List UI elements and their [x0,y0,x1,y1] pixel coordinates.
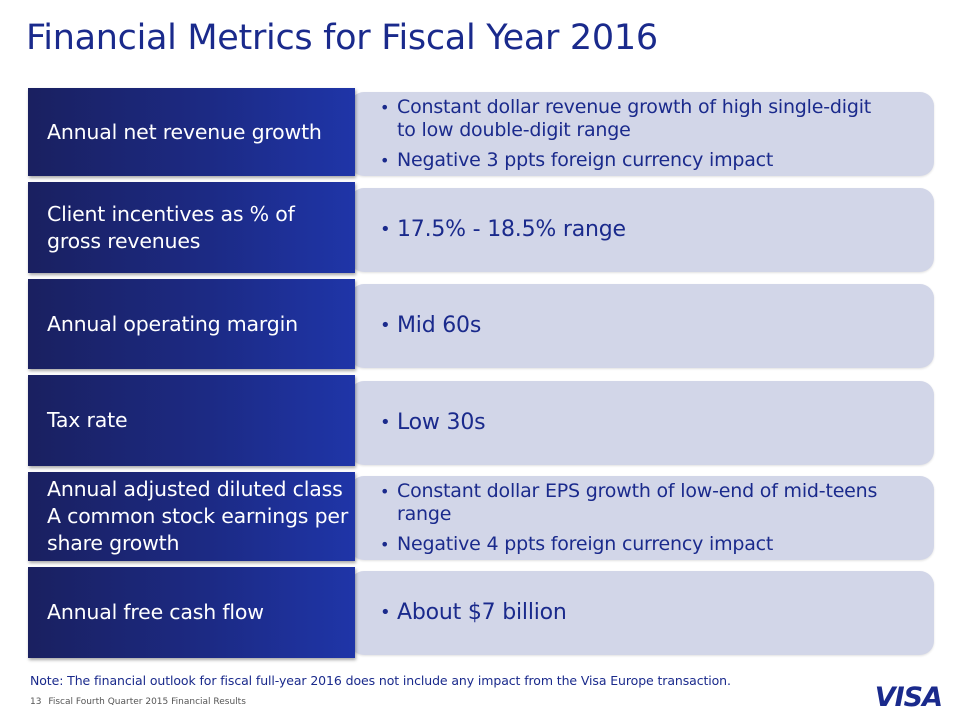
bullet-item: Mid 60s [380,312,481,340]
bullet-list: Constant dollar EPS growth of low-end of… [380,480,900,556]
metric-panel: 17.5% - 18.5% range [350,188,934,272]
metric-label: Annual net revenue growth [28,88,355,176]
metric-row-client-incentives: Client incentives as % of gross revenues… [28,182,934,273]
page-number: 13 [30,697,42,707]
bullet-item: About $7 billion [380,599,567,627]
metric-row-eps-growth: Annual adjusted diluted class A common s… [28,472,934,561]
footer-text: Fiscal Fourth Quarter 2015 Financial Res… [48,697,246,707]
footnote: Note: The financial outlook for fiscal f… [30,673,731,688]
metric-row-net-revenue: Annual net revenue growth Constant dolla… [28,88,934,176]
bullet-list: About $7 billion [380,599,567,627]
slide-footer: 13 Fiscal Fourth Quarter 2015 Financial … [30,697,246,707]
metric-panel: Constant dollar revenue growth of high s… [350,92,934,176]
metric-row-operating-margin: Annual operating margin Mid 60s [28,279,934,369]
bullet-list: 17.5% - 18.5% range [380,216,626,244]
metric-panel: Constant dollar EPS growth of low-end of… [350,476,934,560]
metric-label: Tax rate [28,375,355,466]
bullet-item: Negative 4 ppts foreign currency impact [380,533,900,556]
visa-logo: VISA [874,682,943,713]
metric-label: Annual adjusted diluted class A common s… [28,472,355,561]
metric-panel: Mid 60s [350,284,934,368]
metric-row-free-cash-flow: Annual free cash flow About $7 billion [28,567,934,658]
bullet-item: Constant dollar revenue growth of high s… [380,96,880,142]
metric-panel: Low 30s [350,381,934,465]
page-title: Financial Metrics for Fiscal Year 2016 [26,18,658,58]
bullet-list: Low 30s [380,409,486,437]
bullet-item: Negative 3 ppts foreign currency impact [380,149,880,172]
bullet-list: Constant dollar revenue growth of high s… [380,96,880,172]
bullet-list: Mid 60s [380,312,481,340]
metric-label: Annual free cash flow [28,567,355,658]
metrics-table: Annual net revenue growth Constant dolla… [28,88,934,664]
metric-row-tax-rate: Tax rate Low 30s [28,375,934,466]
metric-label: Client incentives as % of gross revenues [28,182,355,273]
metric-panel: About $7 billion [350,571,934,655]
bullet-item: Low 30s [380,409,486,437]
bullet-item: 17.5% - 18.5% range [380,216,626,244]
bullet-item: Constant dollar EPS growth of low-end of… [380,480,900,526]
metric-label: Annual operating margin [28,279,355,369]
